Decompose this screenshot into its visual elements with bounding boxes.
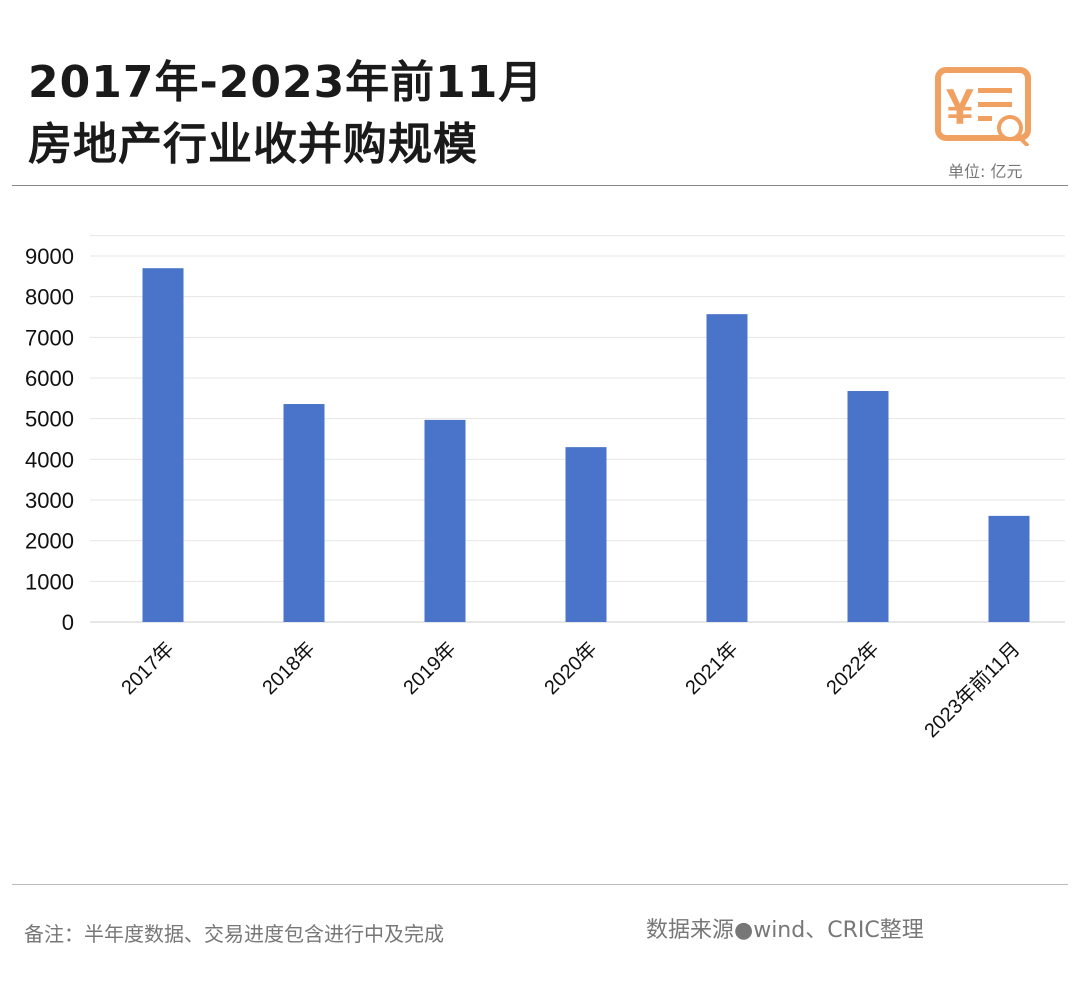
y-tick-label: 3000 bbox=[25, 488, 74, 513]
bar bbox=[424, 419, 466, 622]
bar bbox=[283, 404, 325, 622]
bar bbox=[565, 447, 607, 622]
y-tick-label: 0 bbox=[62, 610, 74, 635]
bar bbox=[847, 391, 889, 622]
header-divider bbox=[12, 185, 1068, 186]
bar bbox=[142, 268, 184, 622]
x-tick-label: 2020年 bbox=[540, 637, 602, 699]
footnote: 备注：半年度数据、交易进度包含进行中及完成 bbox=[24, 922, 444, 946]
y-tick-label: 7000 bbox=[25, 325, 74, 350]
bar bbox=[706, 314, 748, 622]
x-tick-label: 2022年 bbox=[822, 637, 884, 699]
invoice-search-icon: ¥ bbox=[935, 67, 1031, 146]
y-tick-label: 4000 bbox=[25, 447, 74, 472]
chart-title-line2: 房地产行业收并购规模 bbox=[28, 119, 478, 170]
x-tick-label: 2021年 bbox=[681, 637, 743, 699]
y-tick-label: 5000 bbox=[25, 407, 74, 432]
y-tick-label: 1000 bbox=[25, 569, 74, 594]
x-tick-label: 2018年 bbox=[258, 637, 320, 699]
bar-chart: 0 1000 2000 3000 4000 5000 6000 7000 8000 9000 201… bbox=[25, 235, 1065, 742]
y-tick-label: 9000 bbox=[25, 244, 74, 269]
svg-text:¥: ¥ bbox=[946, 79, 974, 135]
y-tick-label: 8000 bbox=[25, 285, 74, 310]
x-tick-label: 2023年前11月 bbox=[920, 637, 1025, 742]
unit-label: 单位: 亿元 bbox=[948, 162, 1023, 181]
footer-divider bbox=[12, 884, 1068, 885]
y-tick-label: 2000 bbox=[25, 529, 74, 554]
x-tick-label: 2019年 bbox=[399, 637, 461, 699]
bar bbox=[988, 515, 1030, 622]
x-tick-label: 2017年 bbox=[117, 637, 179, 699]
chart-title-line1: 2017年-2023年前11月 bbox=[28, 57, 544, 108]
y-tick-label: 6000 bbox=[25, 366, 74, 391]
data-source: 数据来源●wind、CRIC整理 bbox=[646, 918, 924, 943]
